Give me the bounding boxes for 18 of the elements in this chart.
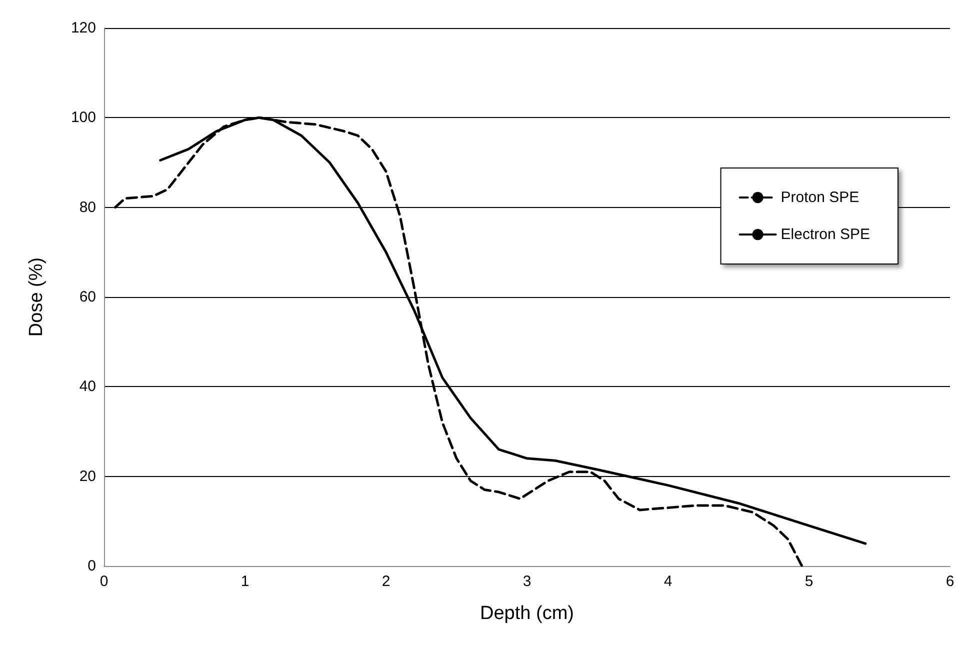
- x-tick-label: 2: [382, 573, 390, 590]
- legend-label: Proton SPE: [780, 189, 860, 206]
- x-tick-label: 5: [804, 573, 814, 590]
- x-tick-label: 6: [946, 573, 954, 590]
- x-tick-label: 1: [240, 573, 250, 590]
- y-tick-label: 80: [79, 198, 96, 216]
- x-tick-label: 3: [522, 573, 532, 590]
- y-axis-title: Dose (%): [26, 257, 47, 337]
- y-tick-label: 20: [79, 468, 96, 485]
- x-tick-label: 0: [100, 573, 108, 590]
- x-tick-label: 4: [664, 573, 672, 590]
- y-tick-label: 120: [70, 20, 96, 36]
- y-tick-label: 0: [88, 558, 96, 574]
- y-tick-label: 100: [70, 109, 96, 126]
- y-tick-label: 40: [79, 378, 96, 396]
- legend-label: Electron SPE: [780, 226, 870, 243]
- x-axis-title: Depth (cm): [480, 603, 574, 624]
- y-tick-label: 60: [79, 288, 96, 306]
